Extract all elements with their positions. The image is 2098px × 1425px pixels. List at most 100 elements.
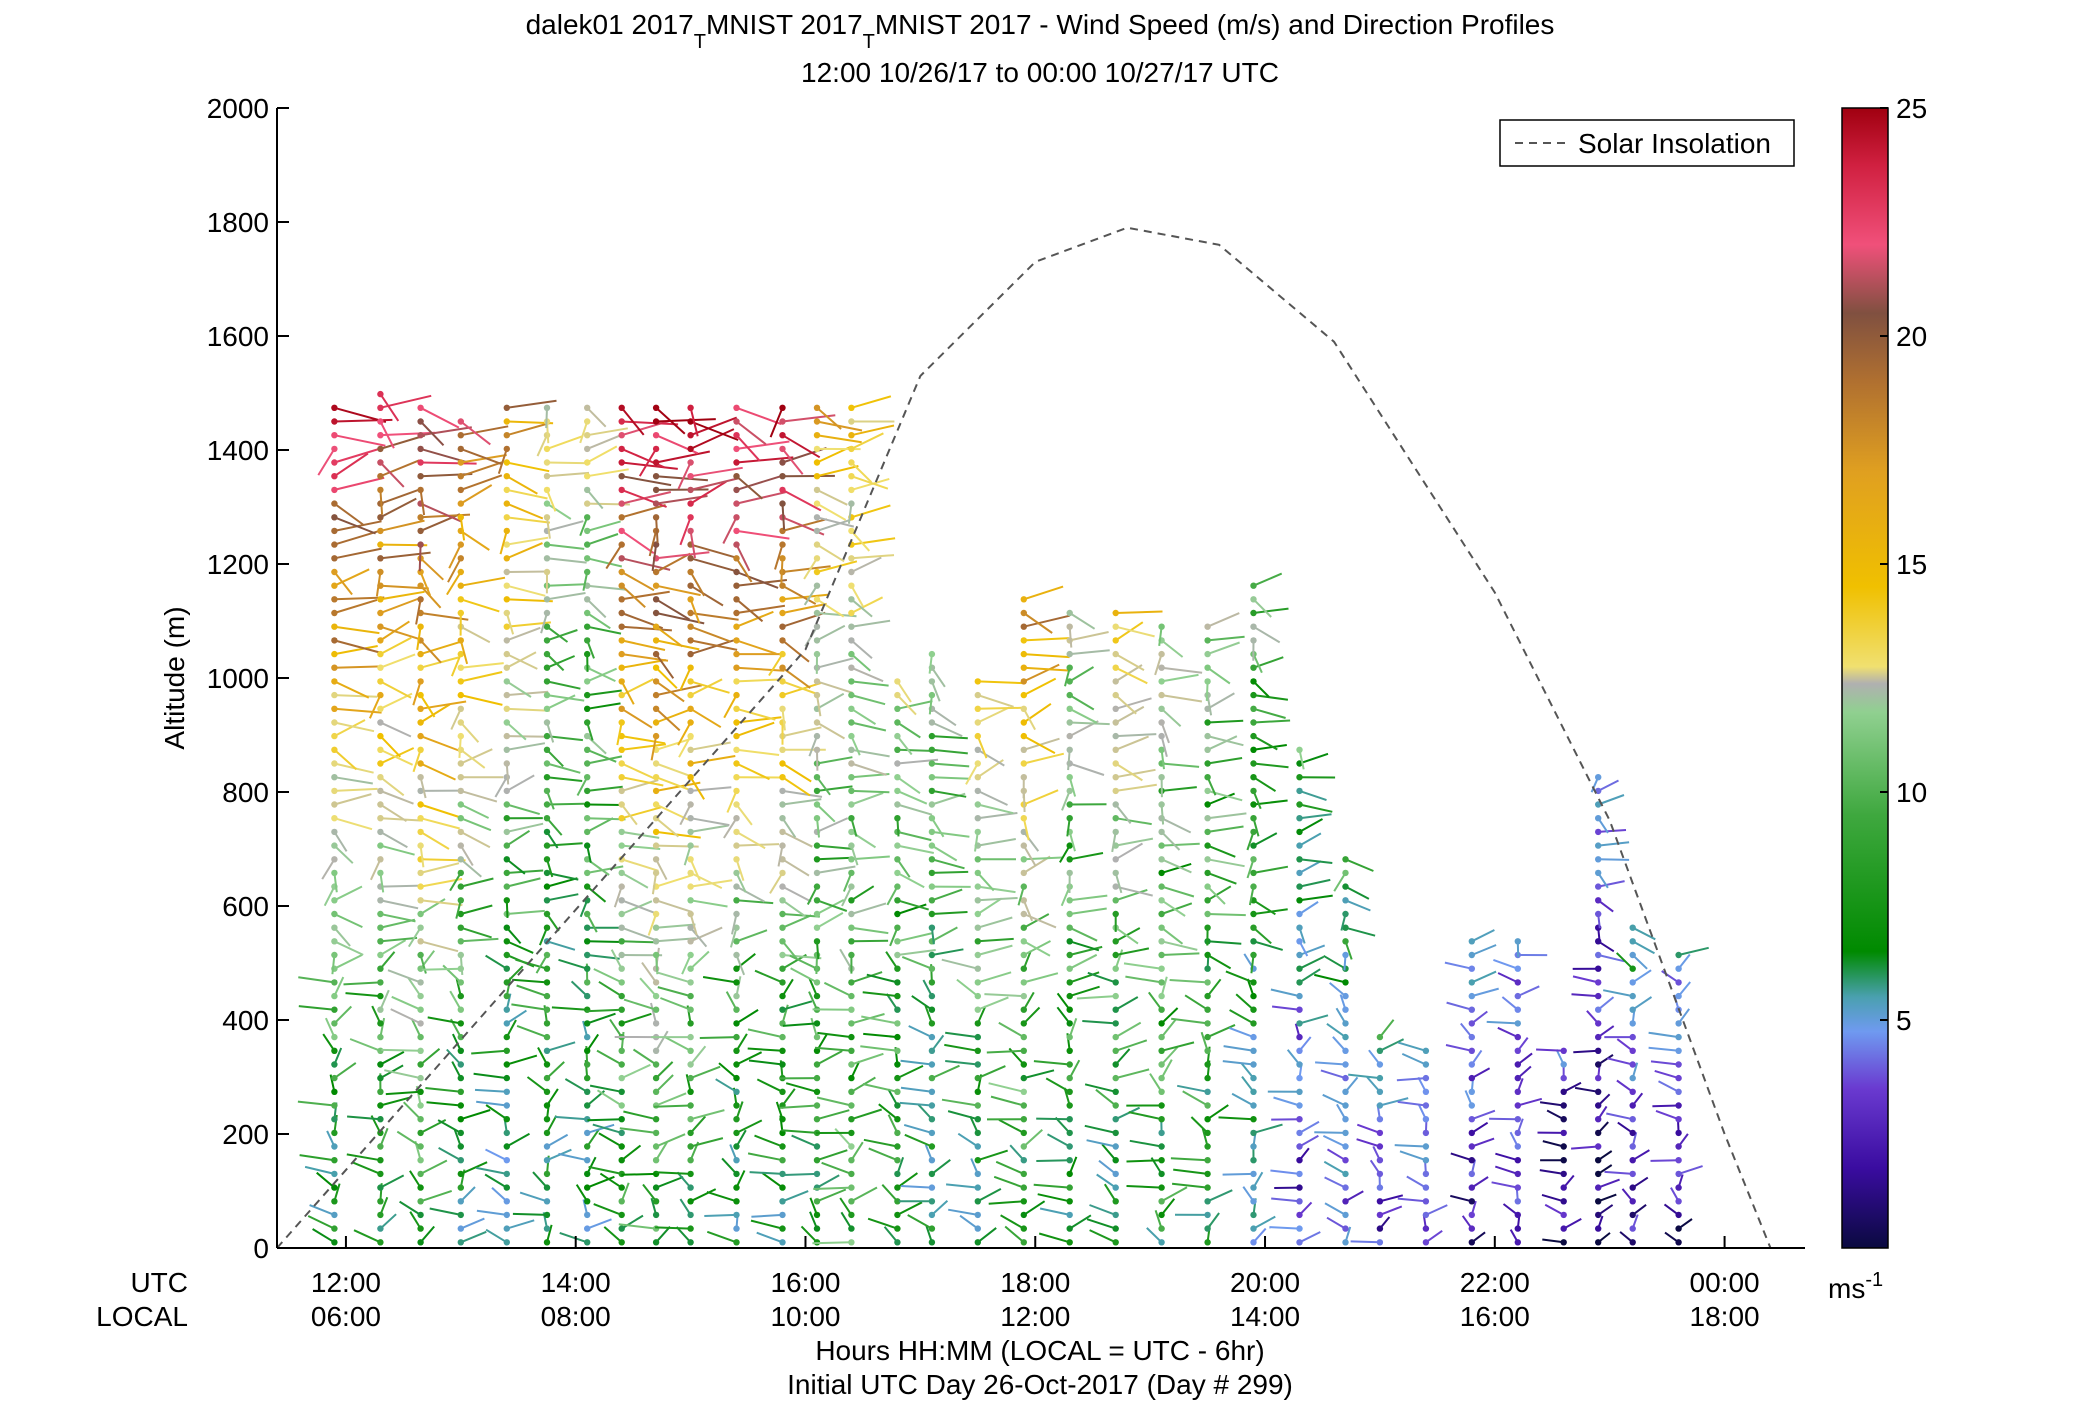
wind-barb-point bbox=[974, 965, 981, 972]
wind-barb bbox=[777, 845, 784, 867]
wind-barb-point bbox=[813, 787, 821, 795]
wind-barb-point bbox=[618, 555, 625, 562]
wind-barb-point bbox=[457, 582, 464, 589]
wind-barb-point bbox=[1112, 1211, 1119, 1219]
wind-barb bbox=[1650, 1060, 1679, 1066]
wind-barb-point bbox=[1342, 897, 1349, 904]
wind-barb-point bbox=[1158, 1143, 1165, 1150]
wind-barb-point bbox=[1066, 650, 1073, 658]
wind-barb-point bbox=[1296, 787, 1303, 795]
wind-barb-point bbox=[779, 1061, 786, 1068]
wind-barb-point bbox=[417, 418, 424, 425]
wind-barb-point bbox=[687, 1198, 694, 1205]
wind-barb bbox=[1471, 1010, 1488, 1025]
wind-barb-point bbox=[733, 486, 740, 494]
wind-barb-point bbox=[687, 1047, 694, 1055]
wind-barb bbox=[883, 1226, 899, 1243]
wind-barb-point bbox=[377, 473, 384, 480]
wind-barb-point bbox=[584, 691, 591, 699]
wind-barb-point bbox=[1020, 938, 1027, 945]
wind-barb bbox=[409, 1211, 422, 1230]
wind-barb bbox=[816, 598, 845, 618]
wind-barb bbox=[681, 954, 692, 975]
wind-barb bbox=[546, 461, 591, 465]
wind-barb bbox=[782, 798, 822, 806]
wind-barb bbox=[748, 1059, 783, 1066]
wind-barb bbox=[1379, 1019, 1395, 1038]
wind-barb-point bbox=[503, 1198, 510, 1205]
wind-barb bbox=[425, 1087, 461, 1093]
wind-barb-point bbox=[377, 555, 384, 562]
wind-barb-point bbox=[733, 979, 740, 986]
wind-barb-point bbox=[377, 869, 384, 877]
wind-barb-point bbox=[1514, 1211, 1522, 1219]
wind-barb-point bbox=[377, 828, 384, 836]
wind-barb-point bbox=[417, 1157, 424, 1164]
wind-barb-point bbox=[457, 992, 464, 1000]
wind-barb-point bbox=[543, 828, 551, 836]
wind-barb-point bbox=[1296, 1020, 1303, 1027]
wind-barb-point bbox=[1066, 1102, 1073, 1109]
wind-barb-point bbox=[974, 869, 981, 877]
wind-barb bbox=[810, 1017, 818, 1038]
wind-barb bbox=[931, 735, 968, 740]
wind-barb-point bbox=[1112, 815, 1119, 822]
wind-barb-point bbox=[1112, 637, 1119, 644]
wind-barb-point bbox=[543, 746, 551, 753]
plot-area bbox=[276, 108, 1805, 1249]
wind-barb-point bbox=[457, 1170, 464, 1178]
wind-barb bbox=[460, 530, 490, 551]
wind-barb bbox=[420, 831, 450, 850]
wind-barb-point bbox=[331, 1198, 338, 1205]
wind-barb-point bbox=[733, 664, 740, 671]
wind-barb-point bbox=[331, 1047, 338, 1055]
wind-barb bbox=[1069, 852, 1104, 861]
wind-barb bbox=[1061, 790, 1071, 811]
wind-barb bbox=[735, 858, 745, 882]
wind-barb-point bbox=[377, 842, 384, 849]
wind-barb-point bbox=[974, 1225, 981, 1232]
wind-barb-point bbox=[1204, 828, 1211, 836]
wind-barb bbox=[460, 749, 486, 769]
wind-barb-point bbox=[584, 1157, 591, 1164]
wind-barb-point bbox=[1066, 705, 1073, 712]
wind-barb-point bbox=[1514, 1102, 1522, 1109]
wind-barb bbox=[506, 927, 522, 945]
wind-barb bbox=[896, 872, 925, 889]
wind-barb-point bbox=[779, 787, 786, 795]
wind-barb bbox=[546, 1041, 576, 1052]
wind-barb bbox=[593, 968, 623, 984]
wind-barb-point bbox=[457, 787, 464, 795]
wind-barb-point bbox=[779, 432, 786, 439]
wind-barb bbox=[850, 1186, 878, 1203]
wind-barb-point bbox=[1020, 1102, 1027, 1109]
wind-barb-point bbox=[928, 1157, 936, 1164]
wind-barb bbox=[781, 448, 804, 475]
wind-barb bbox=[747, 1152, 783, 1162]
wind-barb bbox=[380, 936, 418, 943]
wind-barb-point bbox=[733, 910, 740, 918]
wind-barb-point bbox=[1020, 965, 1027, 972]
wind-barb bbox=[1068, 1059, 1081, 1079]
wind-barb-point bbox=[848, 801, 855, 808]
wind-barb bbox=[806, 886, 818, 905]
wind-barb-point bbox=[618, 432, 625, 439]
wind-barb-point bbox=[1250, 1033, 1257, 1041]
wind-barb bbox=[621, 491, 672, 505]
wind-barb bbox=[782, 726, 822, 738]
wind-barb-point bbox=[503, 979, 510, 986]
wind-barb bbox=[333, 885, 363, 902]
wind-barb-point bbox=[1468, 992, 1476, 1000]
wind-barb-point bbox=[331, 486, 338, 494]
wind-barb-point bbox=[503, 568, 510, 576]
wind-barb bbox=[460, 803, 490, 819]
wind-barb-point bbox=[813, 596, 821, 603]
wind-barb-point bbox=[377, 1033, 384, 1041]
wind-barb bbox=[1253, 694, 1289, 701]
wind-barb-point bbox=[652, 637, 660, 644]
wind-barb-point bbox=[733, 869, 740, 877]
wind-barb bbox=[460, 671, 503, 683]
wind-barb-point bbox=[543, 609, 551, 617]
wind-barb-point bbox=[1296, 1102, 1303, 1109]
wind-barb-point bbox=[974, 787, 981, 795]
